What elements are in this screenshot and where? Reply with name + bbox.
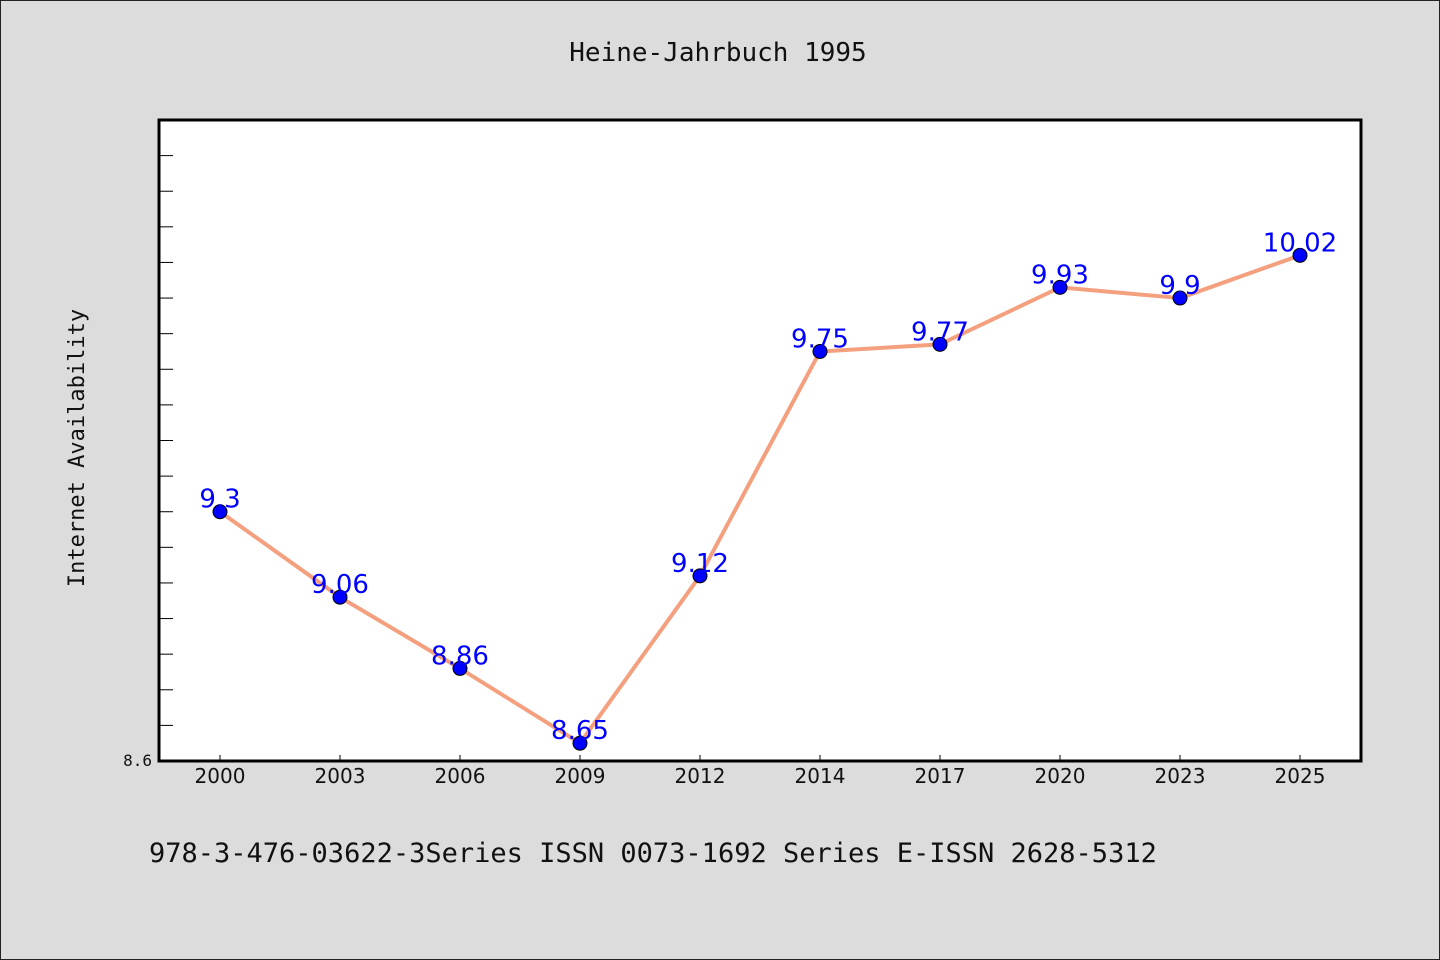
data-point-marker <box>1052 279 1068 295</box>
data-labels: 9.3 9.06 8.86 8.65 9.12 9.75 9.77 9.93 9… <box>199 228 1337 746</box>
data-point-marker <box>932 336 948 352</box>
data-point-marker <box>452 660 468 676</box>
chart-title: Heine-Jahrbuch 1995 <box>569 38 866 68</box>
x-axis-tick-labels: 2000 2003 2006 2009 2012 2014 2017 2020 … <box>195 764 1326 788</box>
data-label: 10.02 <box>1263 228 1337 258</box>
data-label: 8.86 <box>431 641 489 671</box>
data-point-marker <box>572 735 588 751</box>
x-tick-label-2012: 2012 <box>675 764 726 788</box>
data-label: 9.93 <box>1031 260 1089 290</box>
data-label: 9.12 <box>671 549 729 579</box>
data-point-marker <box>1292 247 1308 263</box>
x-tick-label-2025: 2025 <box>1275 764 1326 788</box>
x-tick-label-2000: 2000 <box>195 764 246 788</box>
data-point-marker <box>212 504 228 520</box>
y-tick-label: 8.6 <box>123 751 152 770</box>
x-tick-label-2003: 2003 <box>315 764 366 788</box>
x-tick-label-2006: 2006 <box>435 764 486 788</box>
x-tick-label-2014: 2014 <box>795 764 846 788</box>
x-tick-label-2023: 2023 <box>1155 764 1206 788</box>
x-axis-ticks <box>219 755 1301 761</box>
data-label: 9.06 <box>311 570 369 600</box>
y-axis-label: Internet Availability <box>65 309 90 587</box>
data-point-marker <box>812 343 828 359</box>
data-label: 9.9 <box>1159 271 1200 301</box>
data-label: 9.3 <box>199 485 240 515</box>
data-label: 8.65 <box>551 716 609 746</box>
y-axis-ticks <box>159 119 173 762</box>
data-point-marker <box>692 568 708 584</box>
series-markers <box>212 247 1308 751</box>
footer-isbn-text: 978-3-476-03622-3Series ISSN 0073-1692 S… <box>149 838 1157 869</box>
data-label: 9.75 <box>791 324 849 354</box>
data-label: 9.77 <box>911 317 969 347</box>
series-line <box>218 253 1302 746</box>
x-tick-label-2017: 2017 <box>915 764 966 788</box>
plot-area <box>157 118 1363 763</box>
x-tick-label-2009: 2009 <box>555 764 606 788</box>
x-tick-label-2020: 2020 <box>1035 764 1086 788</box>
data-point-marker <box>1172 290 1188 306</box>
data-point-marker <box>332 589 348 605</box>
